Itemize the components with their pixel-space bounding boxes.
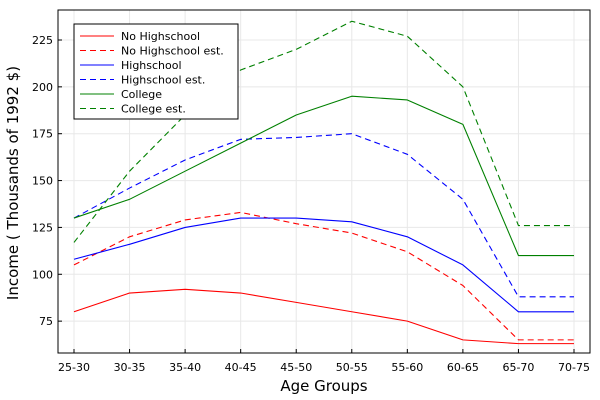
y-tick-label: 200 xyxy=(32,81,53,94)
legend-entry-label: No Highschool xyxy=(121,30,200,43)
legend-entry-label: No Highschool est. xyxy=(121,45,224,58)
x-tick-label: 30-35 xyxy=(114,361,146,374)
x-tick-label: 50-55 xyxy=(336,361,368,374)
series-line-college-est xyxy=(73,20,574,243)
x-tick-label: 70-75 xyxy=(558,361,590,374)
legend-entry-label: College est. xyxy=(121,103,186,116)
x-tick-label: 25-30 xyxy=(58,361,90,374)
series-line-college xyxy=(73,95,574,257)
y-axis-ticks: 75 100 125 150 175 200 225 xyxy=(32,34,62,328)
y-tick-label: 150 xyxy=(32,175,53,188)
series-line-highschool-est xyxy=(73,133,574,298)
x-axis-ticks: 25-30 30-35 35-40 40-45 45-50 50-55 55-60 60-65… xyxy=(58,349,590,374)
y-tick-label: 225 xyxy=(32,34,53,47)
y-tick-label: 175 xyxy=(32,128,53,141)
y-tick-label: 75 xyxy=(39,315,53,328)
x-tick-label: 45-50 xyxy=(280,361,312,374)
series-line-no-highschool xyxy=(73,288,574,345)
x-axis-label: Age Groups xyxy=(280,377,367,395)
legend-entry-label: College xyxy=(121,88,162,101)
y-tick-label: 100 xyxy=(32,268,53,281)
series-line-highschool xyxy=(73,217,574,313)
x-tick-label: 60-65 xyxy=(447,361,479,374)
x-tick-label: 35-40 xyxy=(169,361,201,374)
x-tick-label: 40-45 xyxy=(225,361,257,374)
plot-frame xyxy=(57,9,591,354)
y-tick-label: 125 xyxy=(32,221,53,234)
legend-box xyxy=(73,23,239,120)
legend-entry-label: Highschool xyxy=(121,59,182,72)
y-axis-label: Income ( Thousands of 1992 $) xyxy=(4,66,22,300)
series-line-no-highschool-est xyxy=(73,211,574,341)
series-lines xyxy=(73,20,574,345)
x-tick-label: 65-70 xyxy=(502,361,534,374)
x-tick-label: 55-60 xyxy=(391,361,423,374)
legend-entry-label: Highschool est. xyxy=(121,74,205,87)
grid-lines xyxy=(58,10,590,353)
